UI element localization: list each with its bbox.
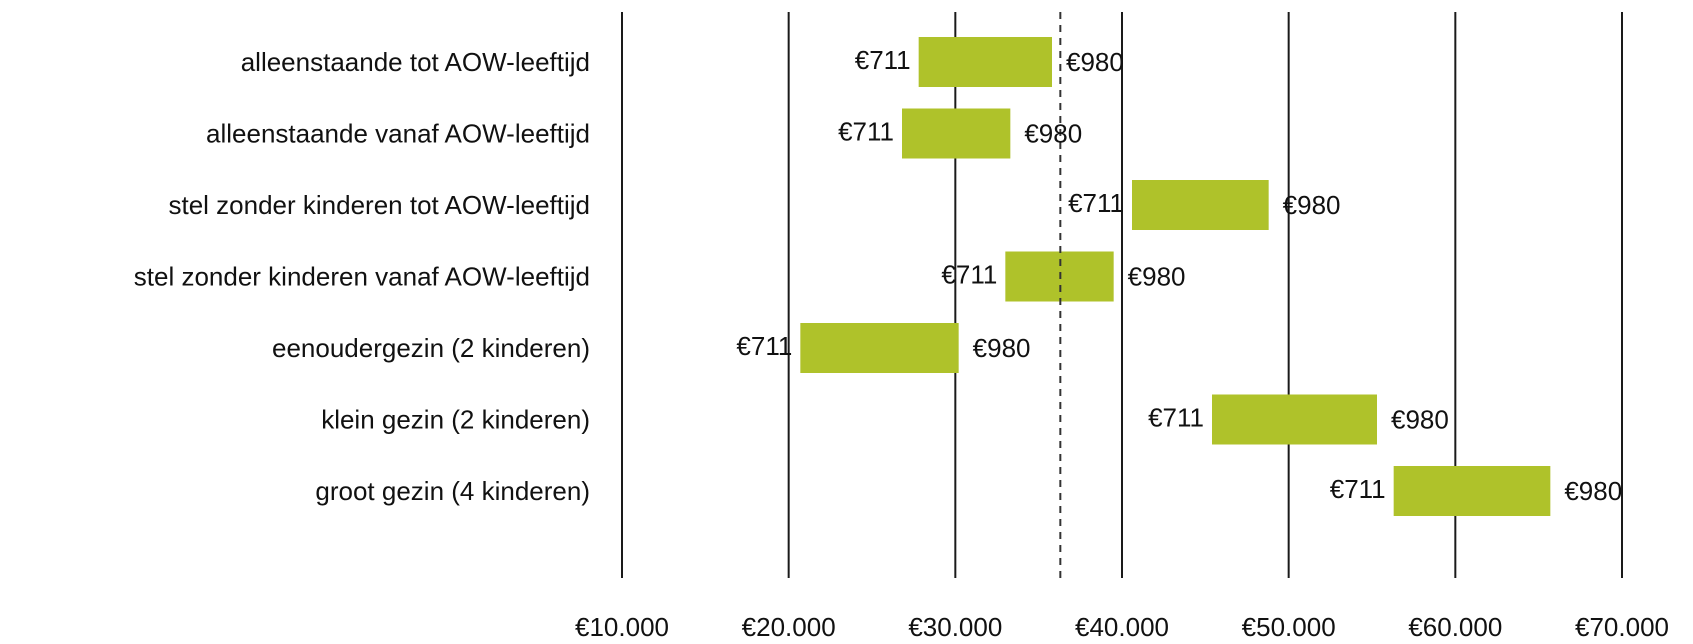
range-bar [918,37,1052,87]
category-label: stel zonder kinderen tot AOW-leeftijd [168,190,590,220]
range-start-label: €711 [1330,474,1386,504]
category-label: stel zonder kinderen vanaf AOW-leeftijd [134,262,590,292]
x-tick-label: €50.000 [1242,612,1336,642]
x-tick-label: €40.000 [1075,612,1169,642]
range-end-label: €980 [1024,119,1082,149]
x-tick-label: €60.000 [1408,612,1502,642]
range-start-label: €711 [838,117,894,147]
range-end-label: €980 [1283,190,1341,220]
range-bar [1212,394,1377,445]
range-bar [1393,466,1551,516]
range-end-label: €980 [1391,405,1449,435]
range-end-label: €980 [973,333,1031,363]
range-end-label: €980 [1128,262,1186,292]
range-start-label: €711 [1068,188,1124,218]
range-start-label: €711 [855,45,911,75]
range-bar [902,108,1011,159]
category-label: groot gezin (4 kinderen) [315,476,590,506]
category-label: alleenstaande tot AOW-leeftijd [241,47,590,77]
range-end-label: €980 [1564,476,1622,506]
x-tick-label: €70.000 [1575,612,1669,642]
range-start-label: €711 [736,331,792,361]
gridlines [621,12,1623,578]
data-labels: €711 €980 €711 €980 €711 €980 €711 €980 €711 €980… [736,45,1622,506]
category-label: klein gezin (2 kinderen) [321,405,590,435]
range-start-label: €711 [941,260,997,290]
range-start-label: €711 [1148,403,1204,433]
range-end-label: €980 [1066,47,1124,77]
x-axis-tick-labels: €10.000 €20.000 €30.000 €40.000 €50.000 €60.0… [575,612,1669,642]
x-tick-label: €20.000 [742,612,836,642]
category-labels: alleenstaande tot AOW-leeftijd alleenstaa… [134,47,590,506]
category-label: alleenstaande vanaf AOW-leeftijd [206,119,590,149]
range-bar [800,323,959,373]
x-tick-label: €10.000 [575,612,669,642]
x-tick-label: €30.000 [908,612,1002,642]
category-label: eenoudergezin (2 kinderen) [272,333,590,363]
range-bar [1132,180,1269,230]
